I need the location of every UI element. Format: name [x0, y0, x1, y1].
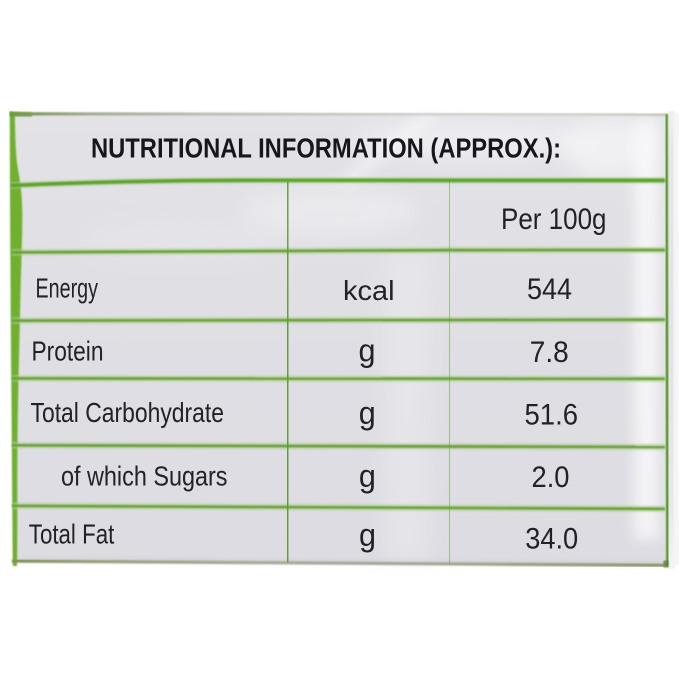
- svg-text:g: g: [359, 395, 376, 431]
- svg-text:Energy: Energy: [36, 273, 99, 304]
- svg-text:g: g: [359, 517, 376, 553]
- svg-text:Total Carbohydrate: Total Carbohydrate: [31, 397, 225, 428]
- svg-text:g: g: [359, 458, 376, 494]
- svg-text:Protein: Protein: [32, 336, 104, 367]
- svg-text:of which Sugars: of which Sugars: [61, 461, 228, 492]
- svg-text:544: 544: [527, 273, 572, 306]
- svg-text:51.6: 51.6: [525, 398, 579, 431]
- svg-text:7.8: 7.8: [530, 336, 569, 369]
- svg-text:Per 100g: Per 100g: [501, 203, 607, 236]
- svg-text:kcal: kcal: [343, 275, 395, 306]
- svg-text:NUTRITIONAL INFORMATION (APPRO: NUTRITIONAL INFORMATION (APPROX.):: [91, 133, 561, 164]
- svg-text:Total Fat: Total Fat: [29, 518, 115, 549]
- svg-text:g: g: [359, 333, 376, 369]
- svg-text:34.0: 34.0: [525, 523, 578, 556]
- svg-text:2.0: 2.0: [532, 461, 570, 494]
